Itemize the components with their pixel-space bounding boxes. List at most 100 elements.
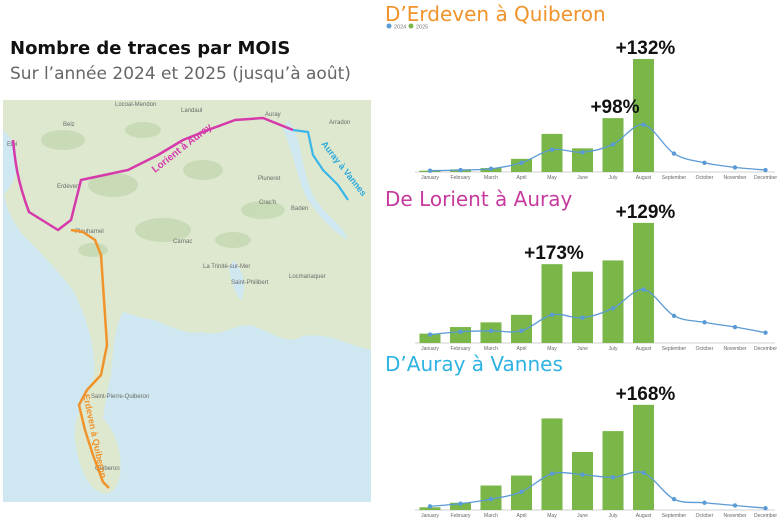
x-tick-label: October [696, 513, 714, 519]
x-tick-label: January [421, 346, 439, 352]
place-label: La Trinité-sur-Mer [203, 264, 250, 270]
bar-2025-february [450, 327, 471, 343]
point-2024-august [641, 122, 646, 127]
place-label: Quiberon [95, 466, 120, 472]
route-map: Belz Locoal-Mendon Landaul Pluneret Aura… [3, 100, 371, 502]
point-2024-july [610, 475, 616, 480]
map-labels: Belz Locoal-Mendon Landaul Pluneret Aura… [7, 102, 350, 472]
x-tick-label: March [484, 513, 498, 519]
bar-2025-august [633, 404, 654, 510]
x-tick-label: October [696, 346, 714, 352]
legend-label-2024: 2024 [394, 25, 406, 31]
point-2024-january [427, 332, 433, 337]
point-2024-june [580, 315, 585, 320]
bar-2025-may [541, 264, 563, 343]
bar-2025-july [602, 260, 624, 343]
point-2024-may [549, 471, 555, 476]
growth-annotation: +132% [616, 38, 676, 59]
point-2024-april [519, 160, 524, 165]
point-2024-january [427, 504, 433, 509]
place-label: Saint-Pierre-Quiberon [91, 394, 149, 400]
x-tick-label: June [577, 346, 588, 352]
legend-swatch-2024 [386, 23, 392, 29]
chart-lorient-auray: De Lorient à Auray January February March A… [385, 185, 780, 355]
chart-erdeven-quiberon: D’Erdeven à Quiberon 2024 2025 January Febr… [385, 0, 780, 185]
bar-2025-february [450, 502, 471, 510]
place-label: Belz [63, 122, 75, 128]
line-2024 [429, 471, 766, 509]
x-tick-label: August [636, 175, 652, 181]
x-tick-label: March [484, 175, 498, 181]
x-tick-label: September [662, 513, 687, 519]
place-label: Landaul [181, 108, 202, 114]
growth-annotation: +173% [524, 243, 584, 264]
chart-legend: 2024 2025 [386, 23, 428, 31]
point-2024-september [671, 496, 677, 502]
x-tick-label: November [723, 513, 746, 519]
x-tick-label: April [516, 513, 526, 519]
bar-2025-may [541, 418, 563, 510]
place-label: Locoal-Mendon [115, 102, 156, 108]
point-2024-april [519, 489, 524, 495]
x-tick-label: December [754, 346, 777, 352]
inland-water [283, 120, 348, 240]
point-2024-july [610, 306, 616, 311]
bar-2025-may [541, 133, 563, 172]
point-2024-january [427, 168, 433, 173]
point-2024-august [641, 470, 646, 476]
place-label: Carnac [173, 239, 192, 245]
point-2024-february [458, 167, 463, 173]
growth-annotation: +98% [590, 97, 639, 118]
route-lorient-auray [11, 116, 294, 232]
route-erdeven-quiberon [70, 228, 110, 489]
page-title: Nombre de traces par MOIS [10, 38, 291, 59]
chart-svg: January February March April May June July Augu… [415, 384, 777, 519]
legend-swatch-2025 [408, 23, 414, 29]
point-2024-november [732, 503, 738, 508]
point-2024-october [702, 320, 707, 325]
bar-2025-january [419, 507, 441, 510]
x-tick-label: March [484, 346, 498, 352]
x-tick-label: May [547, 175, 557, 181]
x-tick-label: October [696, 175, 714, 181]
x-tick-label: July [609, 346, 618, 352]
line-2024 [429, 124, 766, 172]
point-2024-june [580, 150, 585, 155]
point-2024-november [732, 165, 738, 170]
bar-2025-june [572, 271, 593, 343]
x-tick-label: August [636, 513, 652, 519]
page-subtitle: Sur l’année 2024 et 2025 (jusqu’à août) [10, 64, 351, 84]
chart-title: D’Auray à Vannes [385, 352, 563, 376]
x-tick-label: July [609, 513, 618, 519]
place-label: Plouharnel [75, 229, 104, 235]
legend-label-2025: 2025 [416, 25, 428, 31]
place-label: Baden [291, 206, 308, 212]
x-tick-label: September [662, 346, 687, 352]
place-label: Pluneret [258, 176, 281, 182]
x-tick-label: April [516, 175, 526, 181]
point-2024-february [458, 329, 463, 334]
x-tick-label: December [754, 513, 777, 519]
inland-water [229, 260, 245, 300]
point-2024-march [488, 166, 494, 171]
x-tick-label: May [547, 513, 557, 519]
growth-annotation: +129% [616, 202, 676, 223]
point-2024-august [641, 287, 646, 292]
chart-svg: January February March April May June July Augu… [415, 202, 777, 352]
x-tick-label: July [609, 175, 618, 181]
chart-auray-vannes: D’Auray à Vannes January February March Apr… [385, 350, 780, 521]
x-tick-label: June [577, 175, 588, 181]
line-2024 [429, 288, 766, 336]
x-tick-label: November [723, 175, 746, 181]
x-tick-label: September [662, 175, 687, 181]
bar-2025-june [572, 148, 593, 172]
point-2024-november [732, 324, 738, 330]
place-label: Etel [7, 142, 17, 148]
point-2024-april [519, 328, 524, 333]
point-2024-march [488, 496, 494, 502]
chart-title: De Lorient à Auray [385, 187, 573, 211]
x-tick-label: January [421, 513, 439, 519]
place-label: Arradon [329, 120, 350, 126]
point-2024-february [458, 501, 463, 506]
place-label: Erdeven [57, 184, 79, 190]
